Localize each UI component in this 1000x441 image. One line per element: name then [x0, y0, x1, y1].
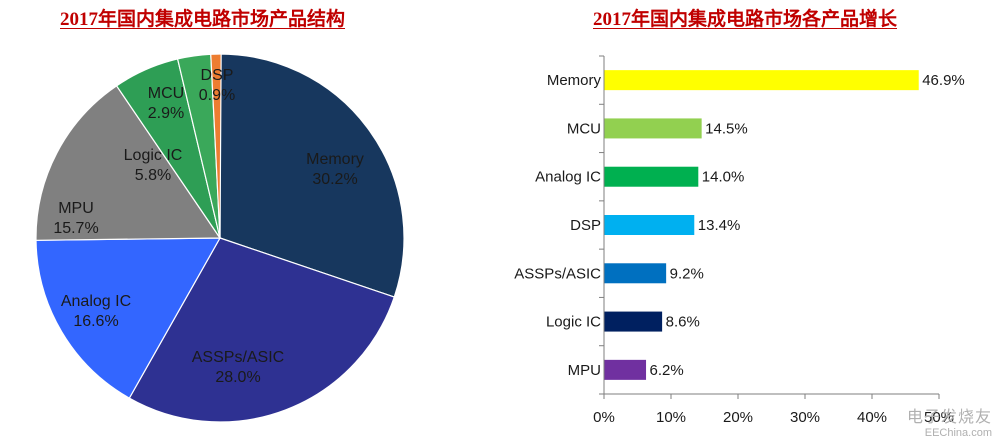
pie-label-memory: Memory	[306, 151, 364, 168]
bar-value-label-mpu: 6.2%	[650, 362, 684, 379]
bar-x-tick-label: 20%	[723, 409, 753, 426]
bar-mpu	[604, 359, 647, 380]
pie-slice-memory	[219, 53, 405, 298]
bar-category-label-mpu: MPU	[568, 362, 601, 379]
bar-x-tick-label: 0%	[593, 409, 615, 426]
pie-label-analog-ic: Analog IC	[61, 293, 131, 310]
bar-value-label-assps-asic: 9.2%	[670, 265, 704, 282]
pie-value-mcu: 2.9%	[148, 105, 184, 122]
bar-analog-ic	[604, 166, 699, 187]
pie-chart-title: 2017年国内集成电路市场产品结构	[60, 9, 346, 30]
pie-label-mpu: MPU	[58, 200, 94, 217]
watermark-sub: EEChina.com	[924, 427, 992, 439]
pie-chart: Memory 30.2% ASSPs/ASIC 28.0% Analog IC 16.6%…	[35, 53, 405, 423]
bar-x-tick-label: 10%	[656, 409, 686, 426]
bar-x-tick-label: 30%	[790, 409, 820, 426]
pie-value-logic-ic: 5.8%	[135, 167, 171, 184]
pie-value-dsp: 0.9%	[199, 87, 235, 104]
pie-label-logic-ic: Logic IC	[124, 147, 183, 164]
bar-value-label-memory: 46.9%	[922, 72, 965, 89]
bar-category-label-assps-asic: ASSPs/ASIC	[514, 265, 601, 282]
bar-value-label-dsp: 13.4%	[698, 217, 741, 234]
bar-category-label-mcu: MCU	[567, 120, 601, 137]
pie-slice-analog-ic	[35, 237, 222, 399]
pie-value-memory: 30.2%	[312, 171, 357, 188]
bar-x-tick-label: 40%	[857, 409, 887, 426]
bar-category-label-dsp: DSP	[570, 217, 601, 234]
watermark: 电子发烧友 EEChina.com	[907, 403, 992, 439]
bar-mcu	[604, 118, 702, 139]
bar-dsp	[604, 215, 695, 235]
pie-label-mcu: MCU	[148, 85, 184, 102]
pie-value-mpu: 15.7%	[53, 220, 98, 237]
bar-value-label-mcu: 14.5%	[705, 120, 748, 137]
pie-slice-mpu	[35, 84, 222, 241]
bar-category-label-memory: Memory	[547, 72, 602, 89]
pie-value-assps-asic: 28.0%	[215, 369, 260, 386]
bar-logic-ic	[604, 311, 663, 332]
watermark-main: 电子发烧友	[906, 407, 992, 426]
bar-chart-title: 2017年国内集成电路市场各产品增长	[593, 9, 898, 30]
pie-slice-assps-asic	[128, 237, 396, 423]
pie-label-assps-asic: ASSPs/ASIC	[192, 349, 284, 366]
bar-assps-asic	[604, 263, 667, 284]
bar-x-tick-label: 50%	[924, 409, 954, 426]
bar-value-label-analog-ic: 14.0%	[702, 169, 745, 186]
bar-value-label-logic-ic: 8.6%	[666, 314, 700, 331]
bar-memory	[604, 70, 919, 91]
pie-value-analog-ic: 16.6%	[73, 313, 118, 330]
pie-slice-dsp	[210, 53, 222, 239]
pie-label-dsp: DSP	[201, 67, 234, 84]
bar-chart: Memory 46.9% MCU 14.5% Analog IC 14.0% DSP 13.4…	[514, 55, 965, 426]
bar-category-label-analog-ic: Analog IC	[535, 169, 601, 186]
bar-category-label-logic-ic: Logic IC	[546, 314, 601, 331]
